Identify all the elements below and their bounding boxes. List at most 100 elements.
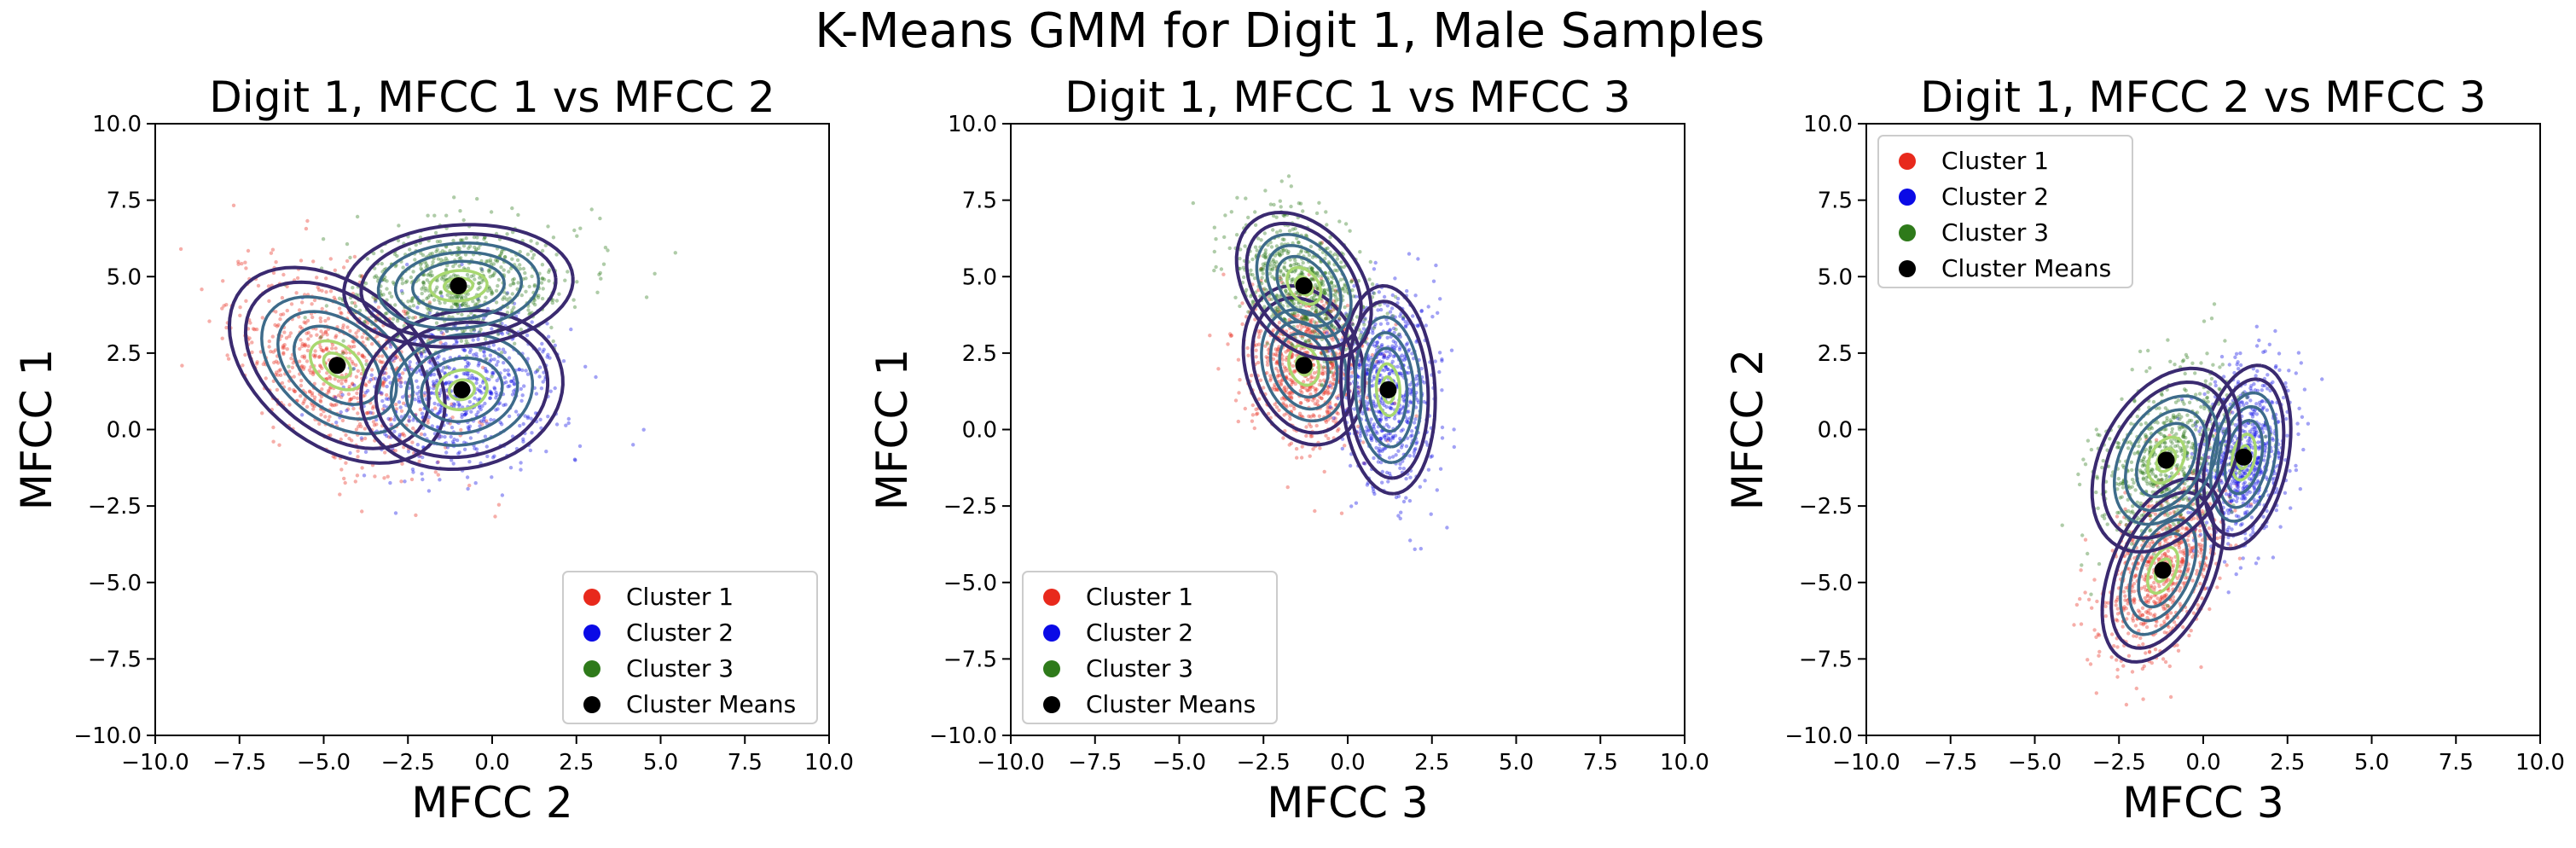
data-point <box>330 404 334 408</box>
data-point <box>2178 601 2182 606</box>
data-point <box>1352 284 1356 288</box>
data-point <box>466 425 470 429</box>
data-point <box>1314 331 1318 335</box>
data-point <box>1300 315 1304 319</box>
data-point <box>598 270 602 276</box>
data-point <box>1290 392 1294 396</box>
data-point <box>350 359 354 363</box>
data-point <box>1291 311 1295 316</box>
data-point <box>1238 378 1242 382</box>
data-point <box>1285 291 1289 295</box>
data-point <box>428 358 432 363</box>
data-point <box>1365 483 1370 487</box>
data-point <box>1369 356 1373 360</box>
data-point <box>1263 251 1268 255</box>
data-point <box>1293 226 1297 231</box>
data-point <box>489 260 493 264</box>
data-point <box>2165 537 2169 541</box>
data-point <box>399 409 404 413</box>
data-point <box>512 305 516 310</box>
data-point <box>448 295 452 300</box>
data-point <box>1343 311 1349 316</box>
data-point <box>1373 363 1378 367</box>
data-point <box>505 292 509 296</box>
data-point <box>1326 350 1330 354</box>
data-point <box>2138 610 2142 614</box>
data-point <box>1430 315 1435 319</box>
data-point <box>1416 324 1420 328</box>
data-point <box>490 290 494 294</box>
data-point <box>480 380 485 385</box>
data-point <box>316 285 320 290</box>
data-point <box>440 249 445 253</box>
data-point <box>554 253 559 257</box>
data-point <box>1411 314 1415 318</box>
data-point <box>394 407 399 411</box>
data-point <box>1431 279 1436 283</box>
data-point <box>2228 543 2233 548</box>
data-point <box>455 305 460 309</box>
data-point <box>1265 359 1270 364</box>
data-point <box>1259 267 1263 271</box>
data-point <box>462 413 467 417</box>
data-point <box>2115 514 2120 519</box>
data-point <box>1333 288 1337 293</box>
data-point <box>1340 287 1345 291</box>
data-point <box>310 403 315 408</box>
data-point <box>417 368 421 372</box>
data-point <box>1415 398 1420 403</box>
x-tick-label: 2.5 <box>1414 750 1449 775</box>
data-point <box>287 403 292 407</box>
contour-line <box>420 356 504 423</box>
data-point <box>339 409 343 415</box>
data-point <box>297 308 302 312</box>
data-point <box>2163 539 2167 543</box>
data-point <box>380 391 384 395</box>
data-point <box>1265 341 1270 346</box>
x-tick-label: 10.0 <box>1660 750 1709 775</box>
data-point <box>266 284 271 288</box>
legend-label: Cluster 3 <box>626 654 734 682</box>
data-point <box>2158 597 2163 602</box>
data-point <box>1407 382 1413 387</box>
data-point <box>1333 295 1338 299</box>
data-point <box>2109 632 2115 636</box>
data-point <box>302 343 307 347</box>
data-point <box>502 295 507 299</box>
data-point <box>1279 381 1283 386</box>
data-point <box>1407 370 1411 375</box>
data-point <box>528 311 532 316</box>
data-point <box>421 455 425 460</box>
data-point <box>1259 328 1263 334</box>
data-point <box>395 253 399 258</box>
data-point <box>1332 307 1336 312</box>
data-point <box>1319 276 1324 281</box>
data-point <box>1320 383 1324 388</box>
data-point <box>307 368 312 373</box>
data-point <box>1375 340 1379 346</box>
data-point <box>1390 359 1395 363</box>
data-point <box>1308 415 1314 419</box>
data-point <box>1386 479 1390 484</box>
legend-marker <box>583 589 600 606</box>
data-point <box>1326 317 1331 321</box>
data-point <box>2152 585 2157 590</box>
data-point <box>1292 407 1297 411</box>
data-point <box>1314 211 1320 216</box>
data-point <box>455 340 459 344</box>
data-point <box>371 411 375 415</box>
data-point <box>231 203 236 207</box>
data-point <box>2190 546 2195 550</box>
data-point <box>399 380 403 385</box>
data-point <box>1361 320 1366 324</box>
data-point <box>1275 375 1279 379</box>
data-point <box>1278 253 1282 258</box>
data-point <box>438 291 444 295</box>
data-point <box>450 458 454 462</box>
data-point <box>1236 357 1241 362</box>
data-point <box>310 393 315 398</box>
data-point <box>1314 310 1318 314</box>
data-point <box>315 276 319 280</box>
data-point <box>467 483 472 488</box>
data-point <box>1326 417 1331 422</box>
